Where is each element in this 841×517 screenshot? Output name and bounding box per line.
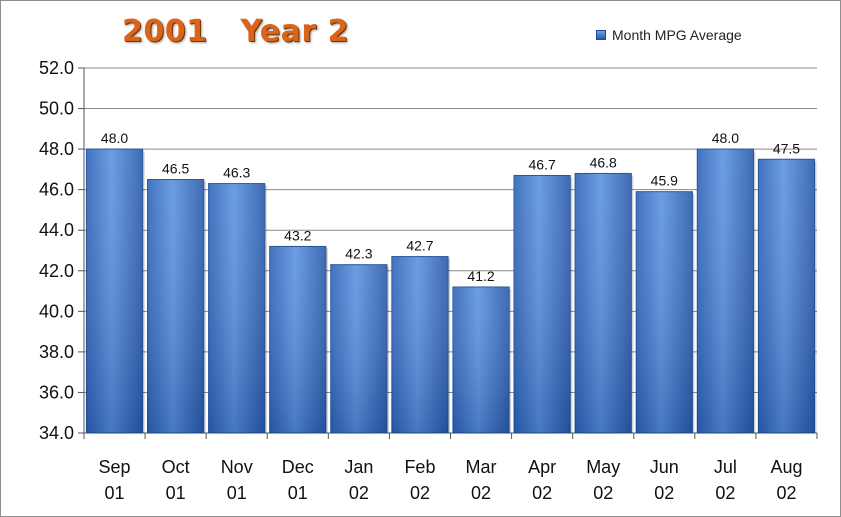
bar-sheen <box>147 179 204 433</box>
y-tick-label: 42.0 <box>39 261 74 281</box>
data-label: 42.3 <box>345 246 372 262</box>
x-tick-label-month: May <box>586 457 620 477</box>
x-tick-label-year: 02 <box>654 483 674 503</box>
x-tick-label-month: Nov <box>221 457 253 477</box>
x-tick-label-month: Sep <box>99 457 131 477</box>
data-label: 42.7 <box>406 238 433 254</box>
bar-sheen <box>452 287 510 433</box>
bar-sheen <box>391 256 449 433</box>
x-tick-label-month: Jan <box>344 457 373 477</box>
data-label: 48.0 <box>712 130 739 146</box>
data-label: 45.9 <box>651 173 678 189</box>
bar-sheen <box>269 246 326 433</box>
x-tick-label-month: Dec <box>282 457 314 477</box>
bar-sheen <box>208 183 265 433</box>
chart-title: 2001 Year 2 <box>122 14 350 49</box>
x-tick-label-month: Feb <box>404 457 435 477</box>
data-labels: 48.0 46.5 46.3 43.2 42.3 42.7 41.2 46.7 46.8 45.9… <box>101 130 800 284</box>
x-tick-label-month: Aug <box>770 457 802 477</box>
y-tick-label: 46.0 <box>39 180 74 200</box>
gridlines <box>84 67 817 393</box>
bar-sheen <box>575 173 632 433</box>
data-label: 46.3 <box>223 165 250 181</box>
x-tick-label-year: 02 <box>715 483 735 503</box>
y-tick-label: 48.0 <box>39 139 74 159</box>
y-tick-label: 36.0 <box>39 382 74 402</box>
x-tick-label-year: 01 <box>166 483 186 503</box>
data-label: 41.2 <box>467 268 494 284</box>
bar-sheen <box>330 264 387 433</box>
bar-sheen <box>758 159 815 433</box>
x-tick-label-year: 01 <box>288 483 308 503</box>
x-tick-label-year: 02 <box>593 483 613 503</box>
x-tick-label-year: 02 <box>410 483 430 503</box>
bar-sheen <box>86 149 143 433</box>
y-tick-label: 50.0 <box>39 99 74 119</box>
y-tick-label: 44.0 <box>39 220 74 240</box>
bar-sheen <box>636 191 693 433</box>
legend-swatch <box>596 30 606 40</box>
data-label: 46.5 <box>162 161 189 177</box>
data-label: 47.5 <box>773 140 800 156</box>
x-tick-label-year: 02 <box>349 483 369 503</box>
data-label: 48.0 <box>101 130 128 146</box>
y-tick-label: 40.0 <box>39 301 74 321</box>
x-tick-label-month: Mar <box>466 457 497 477</box>
x-tick-label-year: 01 <box>105 483 125 503</box>
x-tick-label-month: Jul <box>714 457 737 477</box>
x-tick-label-year: 01 <box>227 483 247 503</box>
x-tick-label-year: 02 <box>776 483 796 503</box>
data-label: 46.8 <box>590 154 617 170</box>
data-label: 43.2 <box>284 227 311 243</box>
legend-label: Month MPG Average <box>612 27 742 43</box>
bar-sheen <box>697 149 754 433</box>
legend: Month MPG Average <box>596 26 742 44</box>
y-tick-label: 34.0 <box>39 423 74 443</box>
x-tick-label-month: Apr <box>528 457 556 477</box>
bars <box>85 148 817 434</box>
x-tick-label-year: 02 <box>471 483 491 503</box>
x-tick-label-month: Oct <box>162 457 190 477</box>
data-label: 46.7 <box>529 156 556 172</box>
x-tick-label-month: Jun <box>650 457 679 477</box>
x-axis-ticks: Sep 01 Oct 01 Nov 01 Dec 01 Jan 02 Feb 02 Mar 02 Apr 02… <box>99 457 803 503</box>
x-tick-label-year: 02 <box>532 483 552 503</box>
y-tick-label: 52.0 <box>39 58 74 78</box>
axes <box>78 67 818 439</box>
bar-sheen <box>514 175 571 433</box>
y-tick-label: 38.0 <box>39 342 74 362</box>
y-axis-ticks: 34.0 36.0 38.0 40.0 42.0 44.0 46.0 48.0 50.0 52.0 <box>39 58 74 443</box>
